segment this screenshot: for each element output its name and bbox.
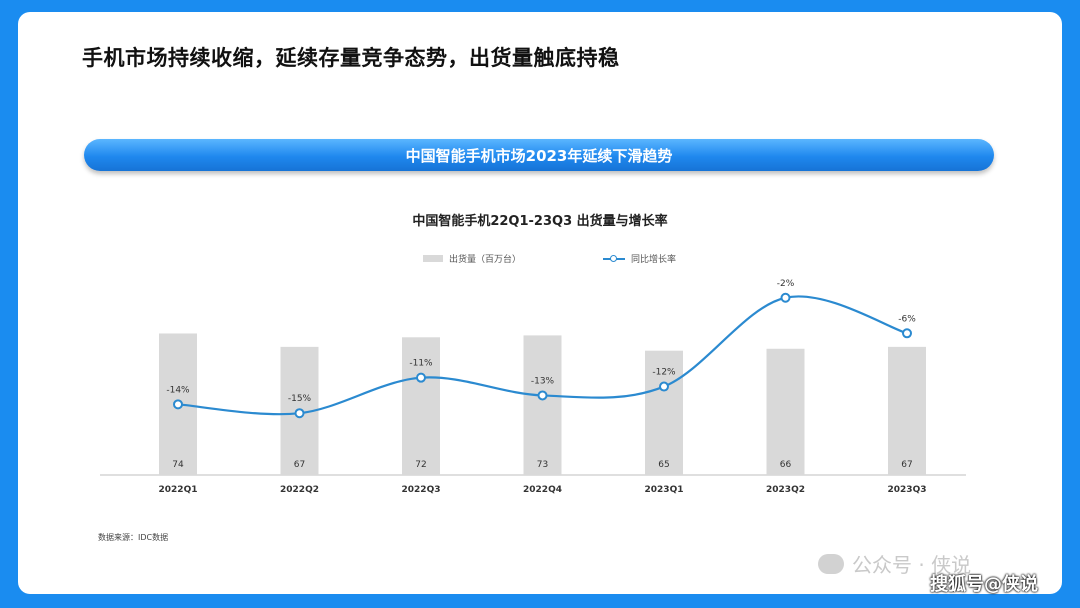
x-tick-label: 2022Q1 bbox=[159, 485, 198, 495]
growth-value-label: -6% bbox=[898, 314, 916, 324]
bar-value-label: 74 bbox=[172, 460, 184, 470]
bar-2022Q3 bbox=[402, 337, 440, 475]
chart-canvas: 74 2022Q1 67 2022Q2 72 2022Q3 73 2022Q4 65 2023Q1… bbox=[100, 279, 966, 495]
section-banner: 中国智能手机市场2023年延续下滑趋势 bbox=[84, 139, 994, 171]
growth-point-2022Q4 bbox=[537, 390, 548, 401]
growth-value-label: -12% bbox=[652, 368, 676, 378]
source-note: 数据来源：IDC数据 bbox=[98, 533, 169, 542]
legend-bar-label: 出货量（百万台） bbox=[449, 255, 522, 265]
page-title: 手机市场持续收缩，延续存量竞争态势，出货量触底持稳 bbox=[82, 46, 620, 70]
bar-2022Q4 bbox=[523, 335, 562, 475]
growth-value-label: -14% bbox=[166, 385, 190, 395]
legend-line-entry: 同比增长率 bbox=[603, 252, 676, 265]
bar-2023Q2 bbox=[766, 348, 805, 475]
watermark-text: 公众号 · 侠说 bbox=[852, 553, 972, 577]
growth-point-2022Q3 bbox=[416, 372, 426, 383]
bar-2023Q3 bbox=[888, 346, 926, 475]
growth-point-2022Q1 bbox=[173, 399, 183, 410]
legend-line-label: 同比增长率 bbox=[631, 255, 677, 265]
growth-value-label: -15% bbox=[288, 394, 312, 404]
x-tick-label: 2023Q1 bbox=[645, 485, 684, 495]
bar-value-label: 65 bbox=[658, 460, 669, 470]
x-tick-label: 2023Q3 bbox=[888, 485, 927, 495]
bar-value-label: 67 bbox=[294, 460, 305, 470]
bar-2023Q1 bbox=[645, 350, 683, 475]
growth-point-2023Q1 bbox=[659, 381, 669, 392]
legend-line-swatch bbox=[603, 254, 625, 262]
bar-value-label: 66 bbox=[780, 460, 792, 470]
bar-value-label: 67 bbox=[901, 460, 912, 470]
x-tick-label: 2022Q2 bbox=[280, 485, 319, 495]
slide: 手机市场持续收缩，延续存量竞争态势，出货量触底持稳 中国智能手机市场2023年延… bbox=[18, 12, 1062, 594]
growth-value-label: -2% bbox=[777, 279, 795, 289]
legend-bar-entry: 出货量（百万台） bbox=[423, 252, 521, 265]
sohu-watermark: 搜狐号@侠说 bbox=[930, 574, 1038, 595]
x-tick-label: 2022Q3 bbox=[402, 485, 441, 495]
growth-value-label: -11% bbox=[409, 359, 433, 369]
growth-value-label: -13% bbox=[531, 376, 555, 386]
wechat-icon bbox=[818, 553, 844, 574]
watermark: 公众号 · 侠说 bbox=[818, 549, 971, 578]
growth-point-2023Q2 bbox=[780, 292, 791, 303]
growth-point-2023Q3 bbox=[902, 328, 912, 339]
x-tick-label: 2022Q4 bbox=[523, 485, 562, 495]
chart-title: 中国智能手机22Q1-23Q3 出货量与增长率 bbox=[412, 214, 668, 229]
legend-bar-swatch bbox=[423, 255, 443, 262]
x-tick-label: 2023Q2 bbox=[766, 485, 805, 495]
bar-value-label: 73 bbox=[537, 460, 548, 470]
bar-value-label: 72 bbox=[415, 460, 426, 470]
growth-point-2022Q2 bbox=[294, 408, 305, 419]
